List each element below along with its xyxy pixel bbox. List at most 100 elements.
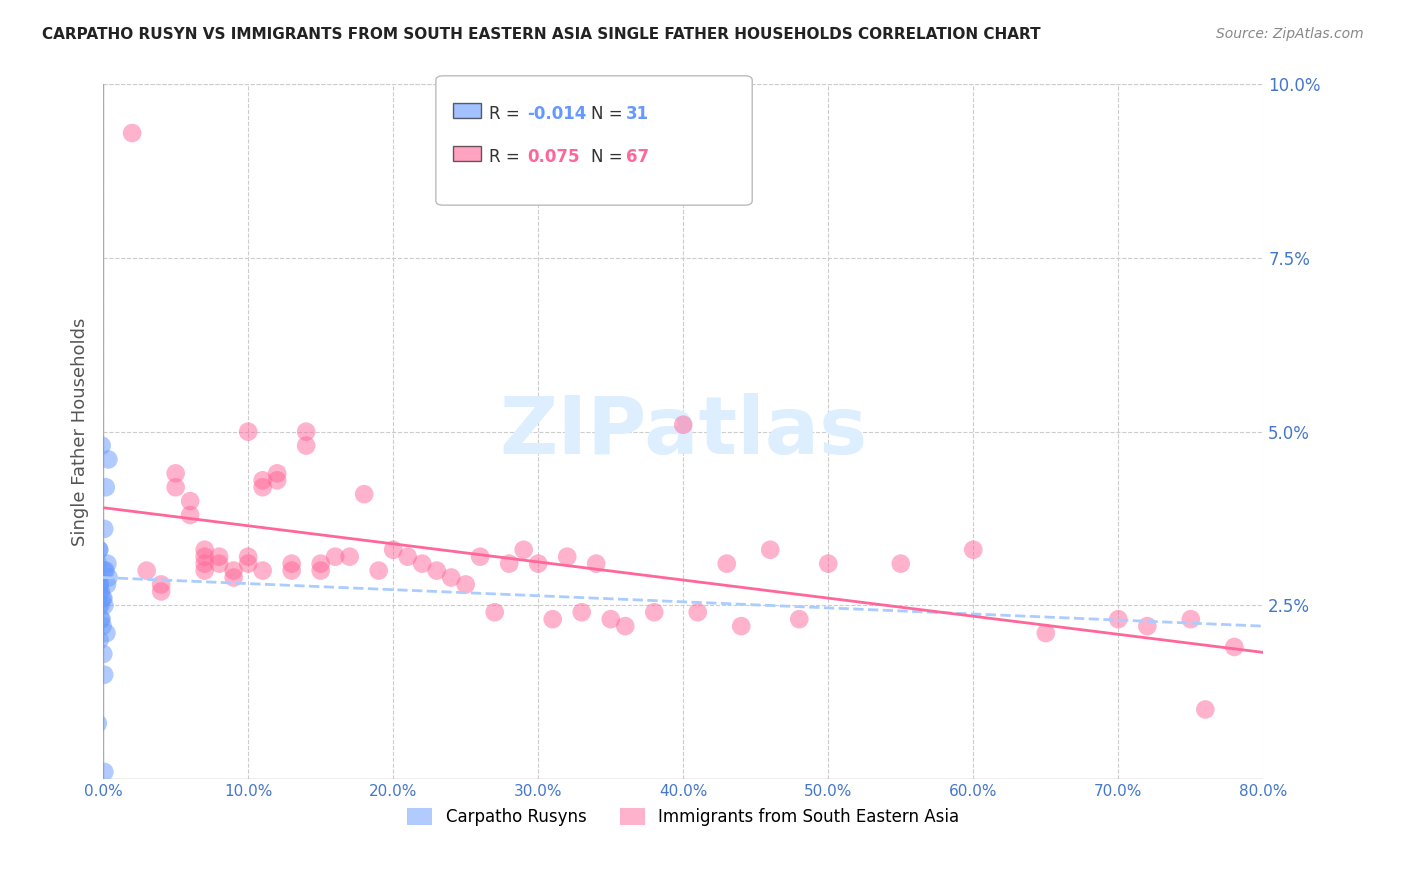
Point	[91, 591, 114, 606]
Point	[1107, 612, 1129, 626]
Point	[93, 591, 115, 606]
Point	[208, 557, 231, 571]
Point	[222, 570, 245, 584]
Point	[87, 716, 110, 731]
Point	[571, 605, 593, 619]
Point	[440, 570, 463, 584]
Text: N =: N =	[591, 148, 627, 166]
Point	[179, 494, 201, 508]
Point	[541, 612, 564, 626]
Point	[817, 557, 839, 571]
Point	[787, 612, 810, 626]
Point	[396, 549, 419, 564]
Point	[96, 626, 118, 640]
Text: Source: ZipAtlas.com: Source: ZipAtlas.com	[1216, 27, 1364, 41]
Point	[339, 549, 361, 564]
Point	[309, 557, 332, 571]
Point	[1035, 626, 1057, 640]
Point	[165, 480, 187, 494]
Point	[91, 619, 114, 633]
Point	[89, 542, 111, 557]
Point	[89, 577, 111, 591]
Point	[90, 612, 112, 626]
Point	[89, 577, 111, 591]
Point	[484, 605, 506, 619]
Text: CARPATHO RUSYN VS IMMIGRANTS FROM SOUTH EASTERN ASIA SINGLE FATHER HOUSEHOLDS CO: CARPATHO RUSYN VS IMMIGRANTS FROM SOUTH …	[42, 27, 1040, 42]
Point	[135, 564, 157, 578]
Point	[150, 584, 173, 599]
Point	[367, 564, 389, 578]
Point	[97, 452, 120, 467]
Point	[93, 522, 115, 536]
Point	[87, 557, 110, 571]
Point	[90, 612, 112, 626]
Point	[527, 557, 550, 571]
Point	[194, 549, 217, 564]
Point	[89, 542, 111, 557]
Point	[236, 549, 259, 564]
Point	[208, 549, 231, 564]
Point	[1136, 619, 1159, 633]
Point	[1180, 612, 1202, 626]
Point	[1194, 702, 1216, 716]
Legend: Carpatho Rusyns, Immigrants from South Eastern Asia: Carpatho Rusyns, Immigrants from South E…	[401, 802, 966, 833]
Point	[194, 557, 217, 571]
Point	[1223, 640, 1246, 654]
Point	[585, 557, 607, 571]
Point	[309, 564, 332, 578]
Y-axis label: Single Father Households: Single Father Households	[72, 318, 89, 546]
Point	[759, 542, 782, 557]
Point	[252, 473, 274, 487]
Point	[498, 557, 520, 571]
Text: N =: N =	[591, 105, 627, 123]
Point	[89, 633, 111, 648]
Point	[93, 764, 115, 779]
Point	[96, 577, 118, 591]
Point	[236, 425, 259, 439]
Point	[470, 549, 492, 564]
Point	[295, 425, 318, 439]
Point	[86, 570, 108, 584]
Point	[165, 467, 187, 481]
Point	[252, 564, 274, 578]
Point	[266, 473, 288, 487]
Point	[599, 612, 621, 626]
Text: 0.075: 0.075	[527, 148, 579, 166]
Point	[91, 647, 114, 661]
Point	[266, 467, 288, 481]
Point	[730, 619, 752, 633]
Point	[93, 667, 115, 681]
Point	[222, 564, 245, 578]
Text: -0.014: -0.014	[527, 105, 586, 123]
Point	[512, 542, 534, 557]
Text: 67: 67	[626, 148, 648, 166]
Point	[93, 599, 115, 613]
Point	[194, 564, 217, 578]
Point	[353, 487, 375, 501]
Point	[94, 564, 117, 578]
Text: ZIPatlas: ZIPatlas	[499, 392, 868, 471]
Text: 31: 31	[626, 105, 648, 123]
Point	[121, 126, 143, 140]
Point	[962, 542, 984, 557]
Text: R =: R =	[489, 148, 526, 166]
Point	[150, 577, 173, 591]
Point	[280, 564, 302, 578]
Point	[97, 570, 120, 584]
Point	[280, 557, 302, 571]
Point	[96, 557, 118, 571]
Point	[643, 605, 665, 619]
Point	[93, 564, 115, 578]
Point	[87, 599, 110, 613]
Point	[90, 439, 112, 453]
Point	[94, 480, 117, 494]
Point	[194, 542, 217, 557]
Point	[252, 480, 274, 494]
Point	[454, 577, 477, 591]
Point	[686, 605, 709, 619]
Text: R =: R =	[489, 105, 526, 123]
Point	[672, 417, 695, 432]
Point	[323, 549, 346, 564]
Point	[555, 549, 578, 564]
Point	[890, 557, 912, 571]
